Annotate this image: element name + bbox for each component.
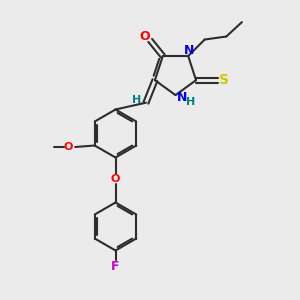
Text: O: O bbox=[111, 174, 120, 184]
Text: H: H bbox=[132, 95, 141, 105]
Text: O: O bbox=[140, 30, 150, 43]
Text: O: O bbox=[63, 142, 72, 152]
Text: N: N bbox=[184, 44, 195, 56]
Text: N: N bbox=[177, 91, 187, 104]
Text: S: S bbox=[219, 73, 229, 87]
Text: H: H bbox=[187, 97, 196, 107]
Text: F: F bbox=[111, 260, 120, 273]
